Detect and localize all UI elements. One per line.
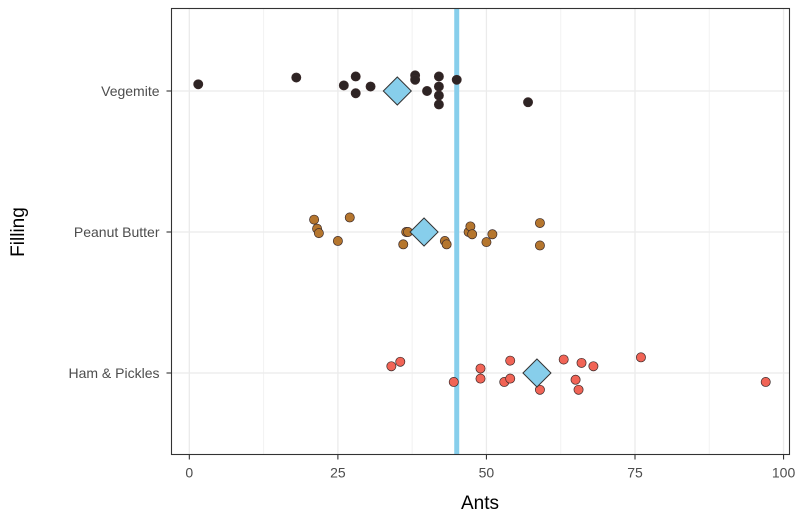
data-point	[410, 74, 421, 85]
data-point	[448, 377, 459, 387]
x-axis-title: Ants	[461, 493, 499, 513]
data-point	[588, 361, 599, 372]
data-point	[505, 355, 516, 366]
data-point	[398, 239, 409, 250]
y-axis: Ham & Pickles Peanut Butter Vegemite	[68, 83, 172, 381]
x-tick-label: 100	[772, 465, 796, 481]
data-point	[313, 228, 324, 239]
data-point	[338, 80, 349, 91]
data-points	[193, 70, 771, 395]
x-tick-label: 75	[627, 465, 643, 481]
data-point	[433, 90, 444, 101]
data-point	[451, 74, 462, 85]
data-point	[534, 218, 545, 228]
x-tick-label: 25	[330, 465, 346, 481]
y-axis-title: Filling	[8, 207, 29, 257]
data-point	[309, 214, 320, 225]
data-point	[344, 212, 355, 223]
data-point	[573, 384, 584, 395]
data-point	[475, 363, 486, 374]
data-point	[386, 361, 397, 372]
data-point	[635, 352, 646, 363]
data-point	[760, 377, 771, 387]
data-point	[433, 71, 444, 82]
data-point	[558, 354, 569, 365]
data-point	[481, 237, 492, 248]
data-point	[487, 229, 498, 240]
data-point	[350, 88, 361, 99]
data-point	[193, 79, 204, 90]
data-point	[523, 97, 533, 108]
data-point	[534, 240, 545, 251]
data-point	[534, 384, 545, 395]
y-tick-label: Vegemite	[101, 83, 160, 99]
data-point	[475, 373, 486, 384]
data-point	[332, 236, 343, 246]
data-point	[433, 81, 444, 92]
x-tick-label: 0	[185, 465, 193, 481]
data-point	[422, 86, 432, 96]
y-tick-label: Peanut Butter	[74, 224, 160, 240]
data-point	[433, 99, 444, 110]
mean-marker	[522, 358, 552, 388]
data-point	[291, 72, 302, 83]
data-point	[505, 373, 516, 384]
y-tick-label: Ham & Pickles	[68, 365, 159, 381]
x-axis: 0 25 50 75 100	[185, 454, 796, 481]
grid-lines	[171, 8, 790, 455]
data-point	[570, 374, 581, 385]
data-point	[395, 356, 406, 367]
mean-markers	[382, 76, 552, 388]
data-point	[467, 229, 478, 240]
data-point	[350, 71, 361, 82]
data-point	[576, 357, 587, 368]
data-point	[365, 81, 376, 92]
x-tick-label: 50	[479, 465, 495, 481]
mean-marker	[382, 76, 413, 106]
data-point	[441, 239, 452, 250]
mean-marker	[409, 217, 439, 247]
